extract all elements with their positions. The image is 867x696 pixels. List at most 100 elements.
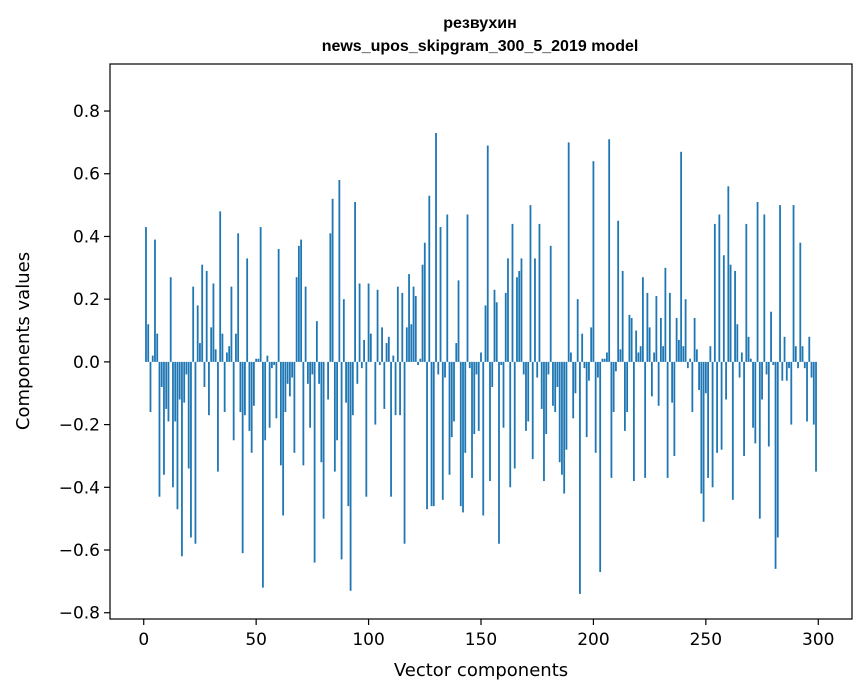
bar	[466, 214, 469, 362]
bar	[639, 346, 642, 362]
bar	[351, 361, 354, 416]
bar	[270, 361, 273, 369]
y-tick-label: 0.0	[73, 353, 100, 373]
bar	[387, 336, 390, 362]
bar	[464, 361, 467, 453]
bar	[169, 277, 172, 362]
bar	[507, 258, 509, 362]
bar	[322, 361, 325, 519]
bar	[390, 361, 392, 497]
bar	[758, 361, 761, 519]
bar	[736, 324, 739, 362]
bar	[747, 336, 750, 362]
bar	[259, 227, 262, 362]
bar	[151, 355, 154, 362]
bar	[457, 280, 460, 362]
bar	[264, 361, 267, 441]
bar	[700, 361, 703, 494]
bar	[711, 361, 714, 488]
bar	[437, 361, 440, 375]
bar	[199, 343, 201, 362]
bar	[792, 205, 795, 362]
bar	[192, 286, 195, 362]
bar	[621, 270, 624, 362]
bar	[214, 349, 217, 362]
bar	[358, 283, 361, 362]
bar	[572, 361, 575, 419]
bar	[543, 361, 545, 482]
y-tick-label: −0.2	[59, 416, 100, 436]
bar	[163, 361, 165, 475]
bar	[655, 296, 658, 362]
y-tick-label: −0.8	[59, 604, 100, 624]
bar	[284, 361, 287, 413]
bar	[304, 286, 307, 362]
bar	[408, 274, 410, 362]
bar	[392, 355, 395, 362]
bar	[300, 239, 303, 362]
bar	[713, 223, 716, 362]
bar	[329, 233, 332, 362]
bar	[158, 361, 161, 497]
bar	[376, 289, 379, 362]
bar	[601, 358, 604, 362]
bar	[495, 302, 498, 362]
bar	[790, 361, 793, 425]
bar	[417, 361, 419, 366]
y-tick-label: 0.4	[73, 227, 100, 247]
bar	[201, 264, 204, 362]
bar	[531, 361, 534, 460]
bar	[190, 361, 192, 538]
bar	[459, 361, 462, 507]
bar	[720, 361, 723, 450]
bar	[504, 292, 507, 362]
bar	[331, 198, 334, 362]
bar-series	[142, 132, 817, 594]
bar	[576, 299, 579, 362]
bar	[538, 223, 541, 362]
bar	[232, 361, 235, 441]
bar	[356, 361, 359, 384]
bar	[363, 339, 365, 362]
bar	[547, 361, 550, 375]
bar	[160, 361, 163, 387]
bar	[630, 317, 633, 362]
bar	[689, 358, 692, 362]
bar	[509, 361, 512, 488]
bar	[228, 346, 231, 362]
bar	[448, 361, 451, 475]
bar	[641, 277, 644, 362]
bar	[498, 361, 500, 544]
bar	[722, 255, 725, 362]
bar	[432, 361, 435, 507]
bar	[223, 361, 226, 413]
bar	[806, 361, 808, 422]
bar	[592, 161, 595, 362]
bar	[275, 361, 278, 419]
bar	[745, 223, 748, 362]
bar	[743, 361, 745, 456]
bar	[653, 352, 656, 362]
bar	[282, 361, 285, 516]
bar	[579, 361, 581, 594]
bar	[489, 361, 491, 482]
x-axis-label: Vector components	[394, 660, 568, 681]
bar	[279, 361, 282, 466]
bar	[491, 361, 494, 387]
bar	[752, 361, 754, 428]
bar	[740, 352, 743, 362]
bar	[779, 205, 781, 362]
bar	[295, 277, 298, 362]
bar	[704, 361, 707, 394]
bar	[801, 346, 804, 362]
bar	[513, 361, 516, 469]
bar	[244, 361, 246, 416]
bar	[313, 361, 316, 563]
bar	[556, 361, 559, 387]
bar	[756, 201, 759, 362]
chart-title: резвухин	[443, 15, 517, 32]
bar	[235, 333, 237, 362]
bar	[522, 361, 525, 375]
x-tick-label: 0	[138, 630, 149, 650]
